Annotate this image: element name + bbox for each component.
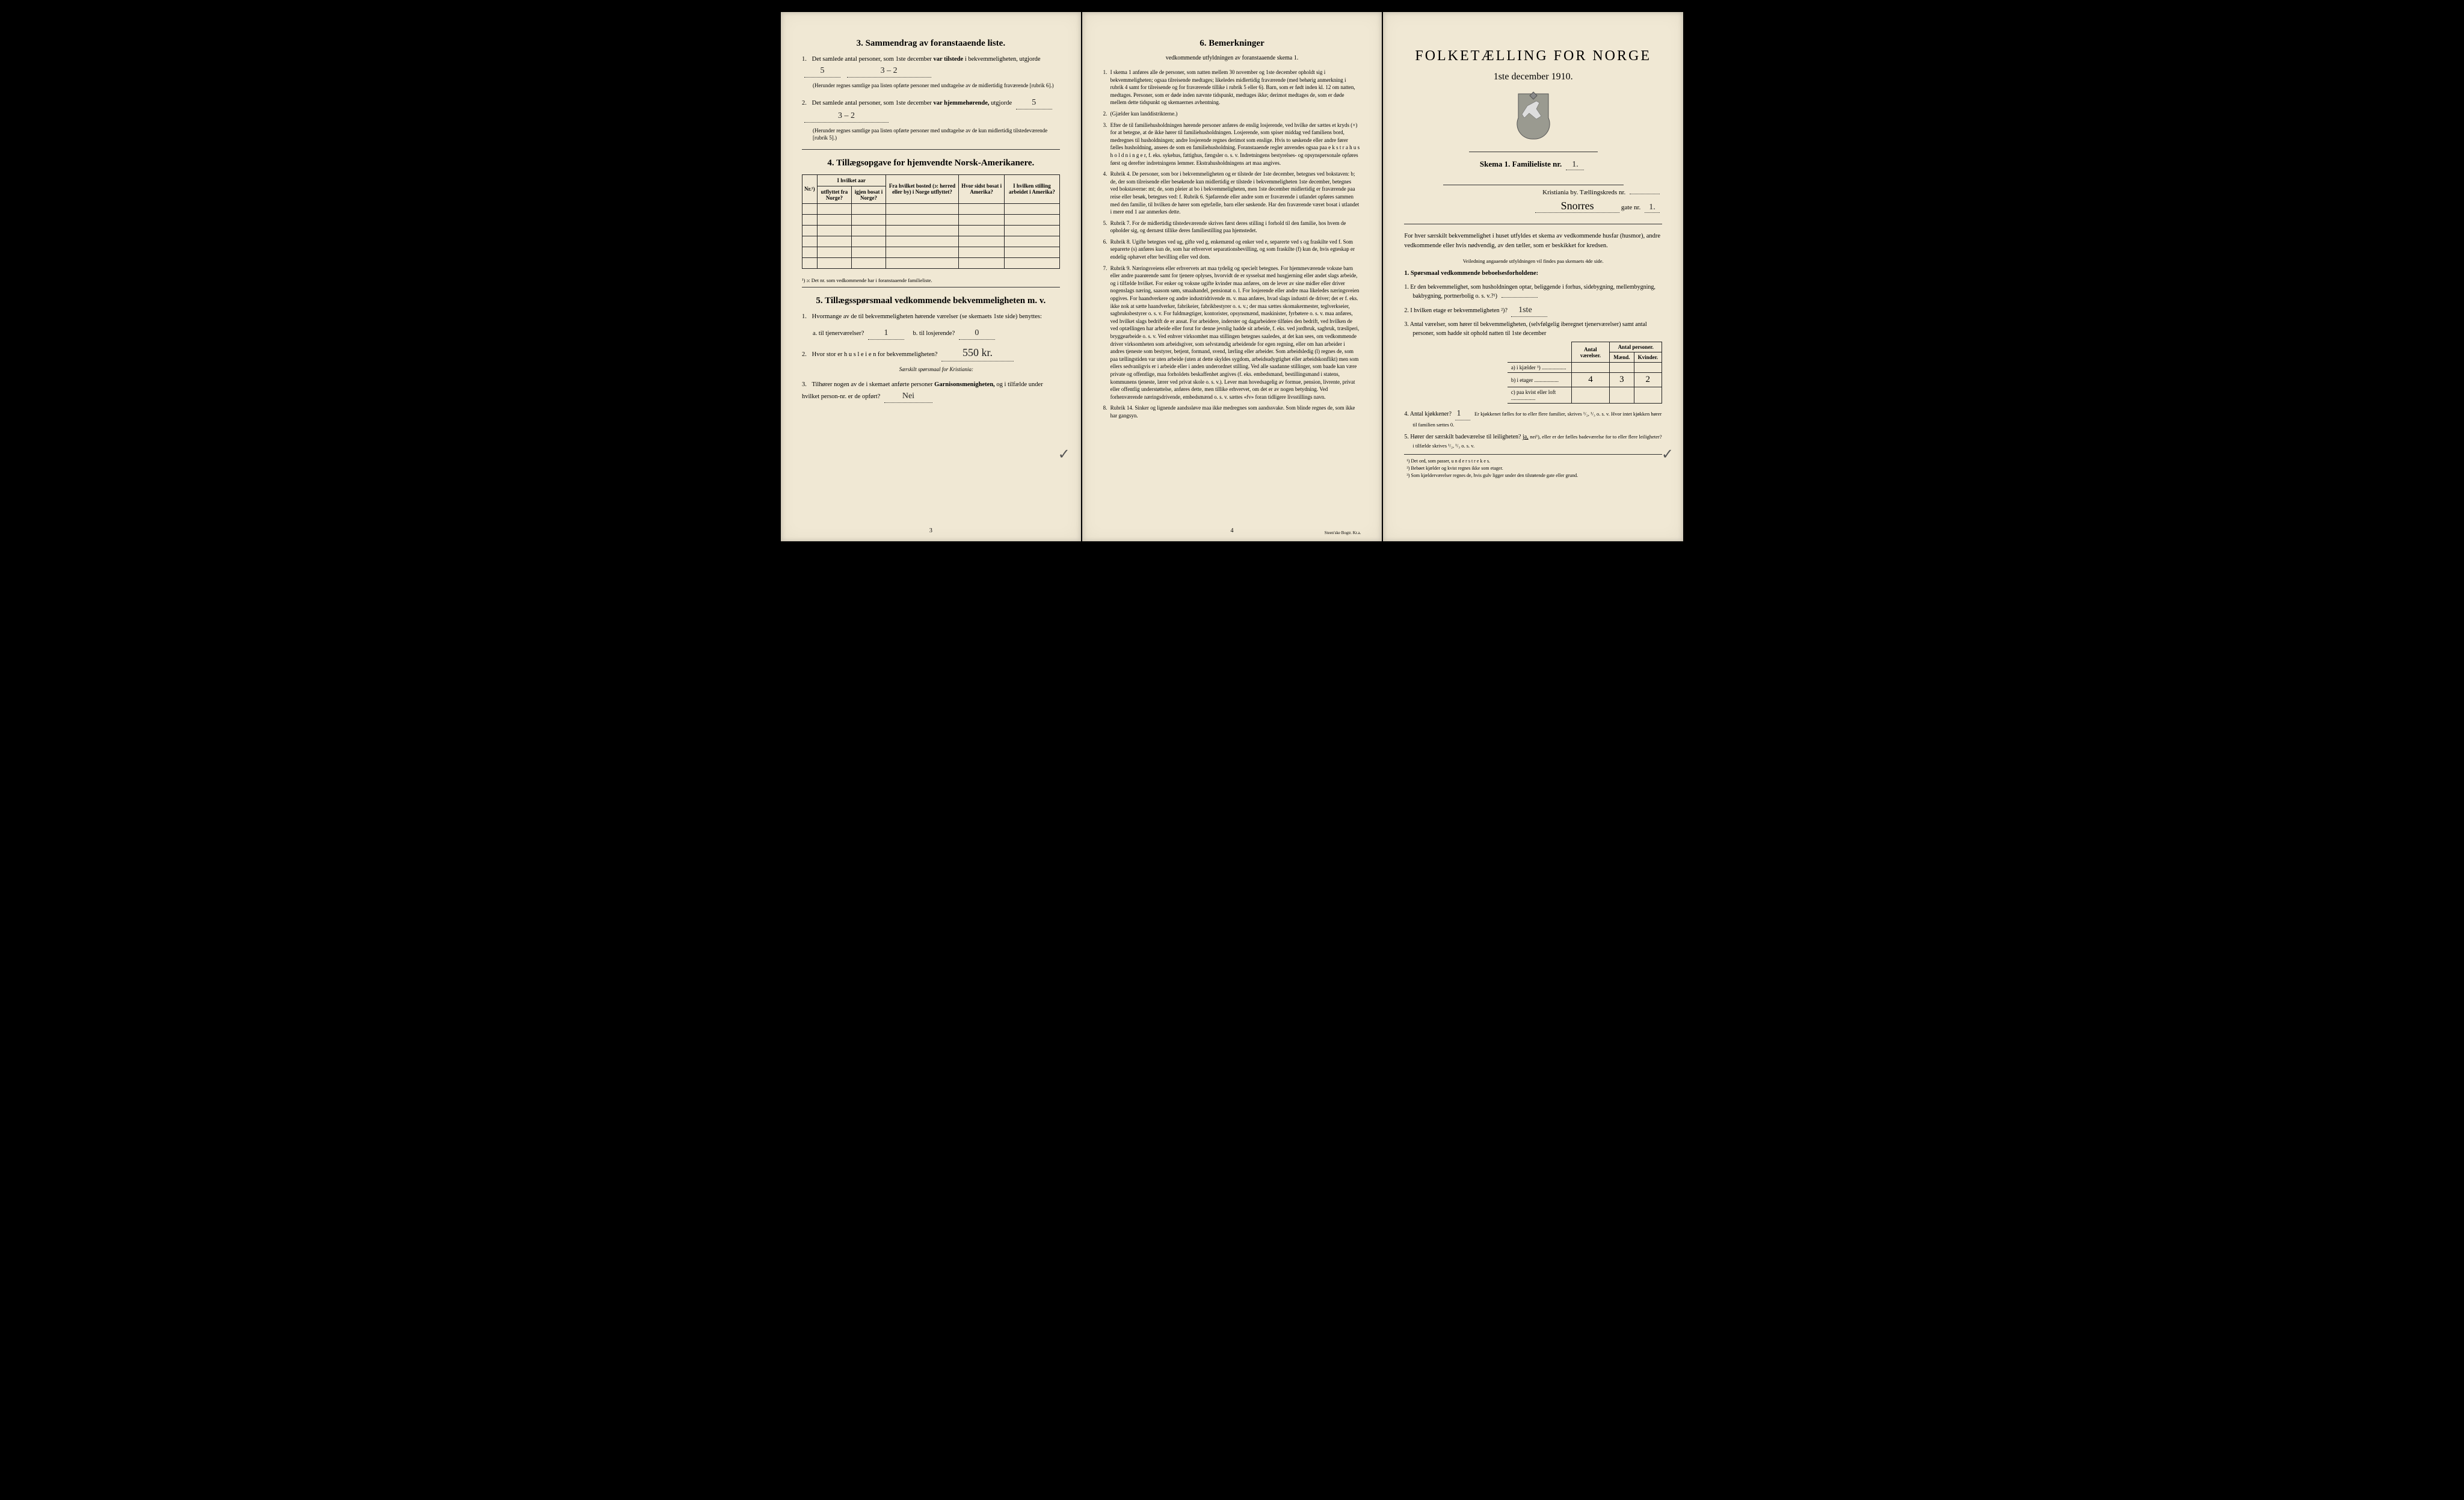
q1-note: (Herunder regnes samtlige paa listen opf…: [813, 82, 1060, 90]
sec5-q1: 1. Hvormange av de til bekvemmeligheten …: [802, 312, 1060, 322]
gate-line: Snorres gate nr. 1.: [1404, 200, 1662, 213]
main-title: FOLKETÆLLING FOR NORGE: [1404, 48, 1662, 64]
panel-middle: 6. Bemerkninger vedkommende utfyldningen…: [1082, 12, 1382, 541]
schema-line: Skema 1. Familieliste nr. 1.: [1404, 159, 1662, 170]
printer-mark: Steen'ske Bogtr. Kr.a.: [1325, 530, 1361, 535]
intro-note: Veiledning angaaende utfyldningen vil fi…: [1404, 258, 1662, 264]
table-row: a) i kjælder ³) ..................: [1508, 363, 1662, 373]
sec5-sub: Særskilt spørsmaal for Kristiania:: [813, 366, 1060, 373]
sec3-title: 3. Sammendrag av foranstaaende liste.: [802, 38, 1060, 49]
census-triptych: 3. Sammendrag av foranstaaende liste. 1.…: [781, 12, 1683, 541]
q3-val: Nei: [884, 390, 932, 403]
kjokken-val: 1: [1455, 407, 1470, 420]
bemerk-item: 5.Rubrik 7. For de midlertidig tilstedev…: [1103, 220, 1361, 235]
table-row: [802, 247, 1060, 257]
rooms-table: Antal værelser. Antal personer. Mænd. Kv…: [1508, 342, 1662, 404]
footnote: ¹) Det ord, som passer, u n d e r s t r …: [1412, 458, 1662, 464]
sec5-q1ab: a. til tjenerværelser? 1 b. til losjeren…: [813, 327, 1060, 340]
page-num-3: 3: [929, 527, 932, 534]
table-row: c) paa kvist eller loft ................…: [1508, 387, 1662, 404]
bemerk-item: 3.Efter de til familiehusholdningen høre…: [1103, 121, 1361, 167]
sec4-table: Nr.¹) I hvilket aar Fra hvilket bosted (…: [802, 174, 1060, 269]
sec5-q3: 3. Tilhører nogen av de i skemaet anført…: [802, 380, 1060, 403]
table-row: [802, 236, 1060, 247]
bemerk-item: 2.(Gjælder kun landdistrikterne.): [1103, 110, 1361, 118]
table-row: [802, 203, 1060, 214]
panel-right: FOLKETÆLLING FOR NORGE 1ste december 191…: [1383, 12, 1683, 541]
q2-value: 5: [1016, 96, 1052, 109]
q1-value2: 3 – 2: [847, 64, 931, 78]
sec6-sub: vedkommende utfyldningen av foranstaaend…: [1103, 55, 1361, 61]
bemerk-item: 6.Rubrik 8. Ugifte betegnes ved ug, gift…: [1103, 238, 1361, 261]
q1a-val: 1: [868, 327, 904, 340]
kreds-line: Kristiania by. Tællingskreds nr.: [1404, 189, 1662, 196]
sec5-title: 5. Tillægsspørsmaal vedkommende bekvemme…: [802, 296, 1060, 306]
etage-val: 1ste: [1511, 304, 1547, 317]
sec1-title: 1. Spørsmaal vedkommende beboelsesforhol…: [1404, 269, 1662, 278]
right-questions: 1. Er den bekvemmelighet, som husholdnin…: [1404, 283, 1662, 338]
bemerkninger-list: 1.I skema 1 anføres alle de personer, so…: [1103, 69, 1361, 420]
bemerk-item: 7.Rubrik 9. Næringsveiens eller erhverve…: [1103, 265, 1361, 401]
bemerk-item: 4.Rubrik 4. De personer, som bor i bekve…: [1103, 170, 1361, 216]
gate-nr: 1.: [1645, 203, 1660, 213]
table-row: b) i etager ..................432: [1508, 373, 1662, 387]
bemerk-item: 1.I skema 1 anføres alle de personer, so…: [1103, 69, 1361, 106]
sec3-q1: 1. Det samlede antal personer, som 1ste …: [802, 55, 1060, 78]
sec5-q2: 2. Hvor stor er h u s l e i e n for bekv…: [802, 345, 1060, 361]
bemerk-item: 8.Rubrik 14. Sinker og lignende aandsslø…: [1103, 404, 1361, 419]
crest-icon: [1512, 91, 1554, 142]
familieliste-nr: 1.: [1566, 160, 1584, 170]
panel-left: 3. Sammendrag av foranstaaende liste. 1.…: [781, 12, 1081, 541]
gate-name: Snorres: [1535, 200, 1619, 213]
date-line: 1ste december 1910.: [1404, 72, 1662, 82]
q2-value2: 3 – 2: [804, 109, 889, 123]
q1-value: 5: [804, 64, 840, 78]
sec4-foot: ¹) ɔ: Det nr. som vedkommende har i fora…: [802, 277, 1060, 283]
table-row: [802, 214, 1060, 225]
intro-text: For hver særskilt bekvemmelighet i huset…: [1404, 232, 1662, 251]
q1b-val: 0: [959, 327, 995, 340]
sec4-title: 4. Tillægsopgave for hjemvendte Norsk-Am…: [802, 158, 1060, 168]
sec3-q2: 2. Det samlede antal personer, som 1ste …: [802, 96, 1060, 123]
footnote: ²) Bebøet kjælder og kvist regnes ikke s…: [1412, 466, 1662, 471]
bad-val: ja,: [1523, 434, 1529, 440]
right-q45: 4. Antal kjøkkener? 1 Er kjøkkenet fælle…: [1404, 407, 1662, 450]
sec6-title: 6. Bemerkninger: [1103, 38, 1361, 49]
page-num-4: 4: [1231, 527, 1234, 534]
q2-note: (Herunder regnes samtlige paa listen opf…: [813, 128, 1060, 141]
table-row: [802, 225, 1060, 236]
q2-val: 550 kr.: [941, 345, 1014, 361]
right-footnotes: ¹) Det ord, som passer, u n d e r s t r …: [1404, 458, 1662, 478]
footnote: ³) Som kjælderværelser regnes de, hvis g…: [1412, 473, 1662, 478]
table-row: [802, 257, 1060, 268]
